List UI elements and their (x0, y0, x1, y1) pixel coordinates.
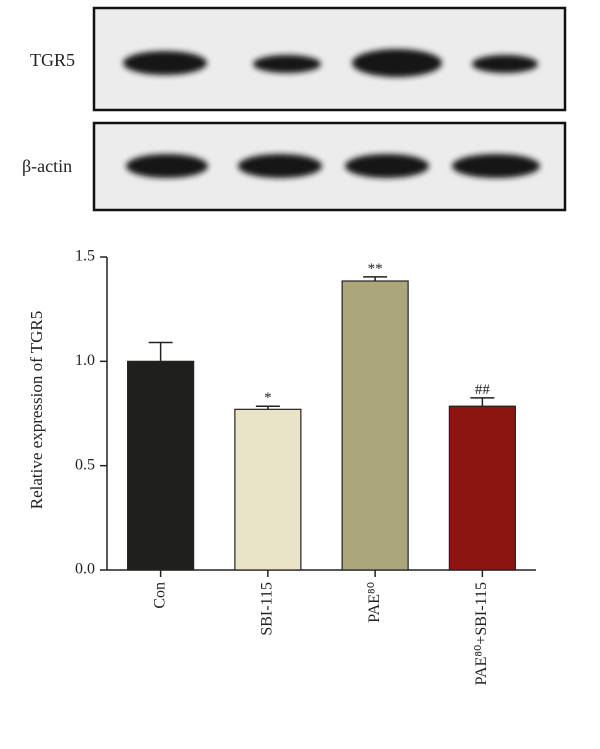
y-tick-label: 1.0 (75, 352, 95, 369)
x-tick-label: SBI-115 (259, 582, 276, 636)
x-tick-label: Con (151, 582, 168, 609)
error-bar (148, 341, 173, 362)
y-tick-label: 0.5 (75, 456, 95, 473)
y-tick-label: 1.5 (75, 248, 95, 265)
error-bar (363, 276, 388, 281)
blot-bands (126, 154, 540, 178)
error-bar (255, 405, 280, 410)
significance-label: ** (368, 261, 383, 277)
bar (127, 360, 195, 571)
x-tick-label: PAE⁸⁰+SBI-115 (473, 582, 490, 685)
significance-label: ## (475, 382, 491, 398)
error-bar (470, 397, 495, 407)
bar (341, 280, 409, 571)
y-axis-label: Relative expression of TGR5 (27, 311, 46, 509)
x-tick-label: PAE⁸⁰ (366, 582, 383, 623)
blot-label: β-actin (22, 156, 72, 176)
y-tick-label: 0.0 (75, 561, 95, 578)
blot-label: TGR5 (30, 50, 75, 70)
blot-bands (123, 49, 538, 77)
bar (448, 405, 516, 571)
significance-label: * (264, 390, 272, 406)
bar (234, 408, 302, 571)
